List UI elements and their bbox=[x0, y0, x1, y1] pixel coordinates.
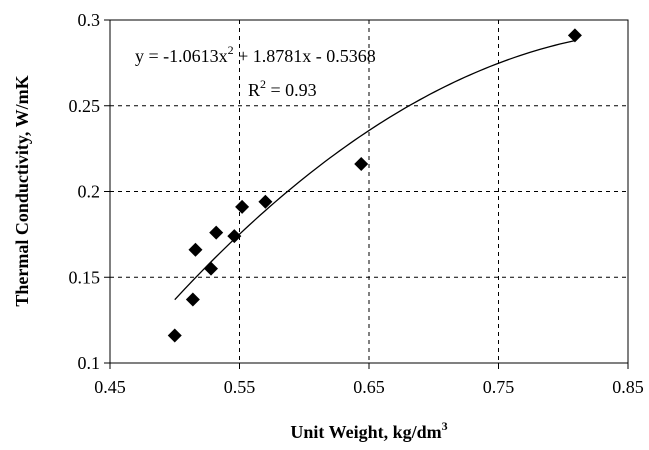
x-axis-title: Unit Weight, kg/dm3 bbox=[290, 419, 447, 442]
y-tick-label: 0.15 bbox=[69, 267, 101, 287]
grid-lines bbox=[110, 20, 628, 363]
y-axis-title: Thermal Conductivity, W/mK bbox=[12, 75, 32, 306]
x-axis-ticks: 0.45 0.55 0.65 0.75 0.85 bbox=[94, 363, 644, 397]
y-axis-ticks: 0.1 0.15 0.2 0.25 0.3 bbox=[69, 10, 110, 373]
data-points bbox=[167, 28, 582, 343]
trendline-curve bbox=[174, 39, 576, 301]
data-point-diamond bbox=[204, 261, 219, 276]
data-point-diamond bbox=[188, 242, 203, 257]
x-tick-label: 0.85 bbox=[612, 377, 644, 397]
data-point-diamond bbox=[167, 328, 182, 343]
x-tick-label: 0.45 bbox=[94, 377, 126, 397]
data-point-diamond bbox=[209, 225, 224, 240]
data-point-diamond bbox=[235, 199, 250, 214]
x-tick-label: 0.65 bbox=[353, 377, 385, 397]
y-tick-label: 0.2 bbox=[78, 182, 101, 202]
y-tick-label: 0.3 bbox=[78, 10, 101, 30]
trendline-equation: y = -1.0613x2 + 1.8781x - 0.5368 bbox=[135, 43, 376, 66]
y-tick-label: 0.25 bbox=[69, 96, 101, 116]
x-tick-label: 0.55 bbox=[224, 377, 256, 397]
y-tick-label: 0.1 bbox=[78, 353, 101, 373]
data-point-diamond bbox=[258, 194, 273, 209]
data-point-diamond bbox=[227, 229, 242, 244]
r-squared-label: R2 = 0.93 bbox=[248, 77, 317, 100]
data-point-diamond bbox=[354, 157, 369, 172]
data-point-diamond bbox=[185, 292, 200, 307]
x-tick-label: 0.75 bbox=[483, 377, 515, 397]
data-point-diamond bbox=[567, 28, 582, 43]
